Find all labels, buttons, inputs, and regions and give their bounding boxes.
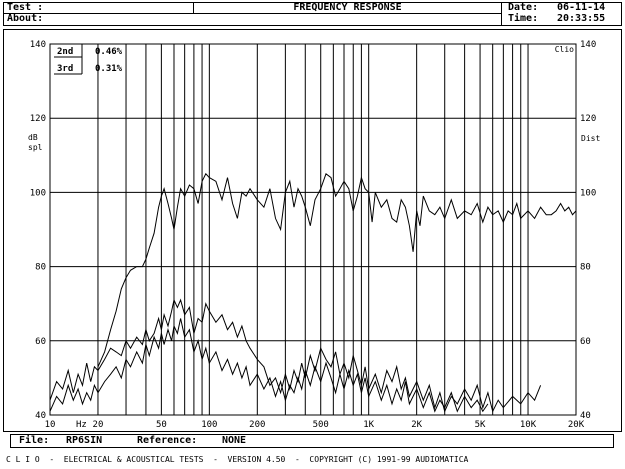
legend-value: 0.31% (95, 64, 123, 74)
x-tick-label: 500 (313, 420, 329, 430)
file-label: File: (19, 435, 50, 446)
header-bar (3, 2, 622, 26)
header-divider-title (193, 13, 501, 14)
header-divider-h (3, 13, 193, 14)
reference-label: Reference: (137, 435, 198, 446)
y-tick-label-left: 60 (35, 337, 46, 347)
y-tick-label-left: 140 (30, 40, 46, 50)
file-value: RP6SIN (66, 435, 103, 446)
y-tick-label-left: 40 (35, 411, 46, 421)
x-unit-label: Hz (76, 420, 87, 430)
plot-frame (3, 29, 622, 432)
y-tick-label-left: 100 (30, 188, 46, 198)
status-line: C L I O - ELECTRICAL & ACOUSTICAL TESTS … (6, 455, 469, 464)
series-line-3 (49, 318, 489, 413)
y-tick-label-right: 140 (580, 40, 596, 50)
time-label: Time: (508, 13, 539, 24)
x-tick-label: 1K (363, 420, 374, 430)
x-tick-label: 2K (411, 420, 422, 430)
test-label: Test : (7, 2, 44, 13)
y-axis-label-right: Dist (581, 134, 600, 143)
x-tick-label: 20K (568, 420, 585, 430)
x-tick-label: 20 (93, 420, 104, 430)
x-tick-label: 10 (45, 420, 56, 430)
legend-label: 2nd (57, 47, 73, 57)
y-tick-label-right: 100 (580, 188, 596, 198)
y-tick-label-right: 40 (580, 411, 591, 421)
corner-label: Clio (555, 45, 574, 54)
page-title: FREQUENCY RESPONSE (293, 2, 402, 13)
y-axis-label-left-sub: spl (28, 143, 43, 152)
x-tick-label: 200 (249, 420, 265, 430)
header-divider-v1 (193, 2, 194, 14)
date-value: 06-11-14 (557, 2, 606, 13)
plot-area (49, 43, 577, 416)
time-value: 20:33:55 (557, 13, 606, 24)
y-tick-label-left: 120 (30, 114, 46, 124)
x-tick-label: 100 (201, 420, 217, 430)
y-axis-label-left: dB (28, 133, 38, 142)
y-tick-label-right: 120 (580, 114, 596, 124)
y-tick-label-left: 80 (35, 263, 46, 273)
header-divider-v2 (501, 2, 502, 26)
series-line-1 (97, 172, 577, 368)
x-tick-label: 10K (520, 420, 537, 430)
about-label: About: (7, 13, 44, 24)
x-tick-label: 5K (475, 420, 486, 430)
date-label: Date: (508, 2, 539, 13)
y-tick-label-right: 60 (580, 337, 591, 347)
legend-value: 0.46% (95, 47, 123, 57)
x-tick-label: 50 (156, 420, 167, 430)
reference-value: NONE (222, 435, 247, 446)
legend-label: 3rd (57, 64, 73, 74)
series-line-2 (49, 298, 542, 413)
y-tick-label-right: 80 (580, 263, 591, 273)
file-bar (10, 434, 614, 448)
